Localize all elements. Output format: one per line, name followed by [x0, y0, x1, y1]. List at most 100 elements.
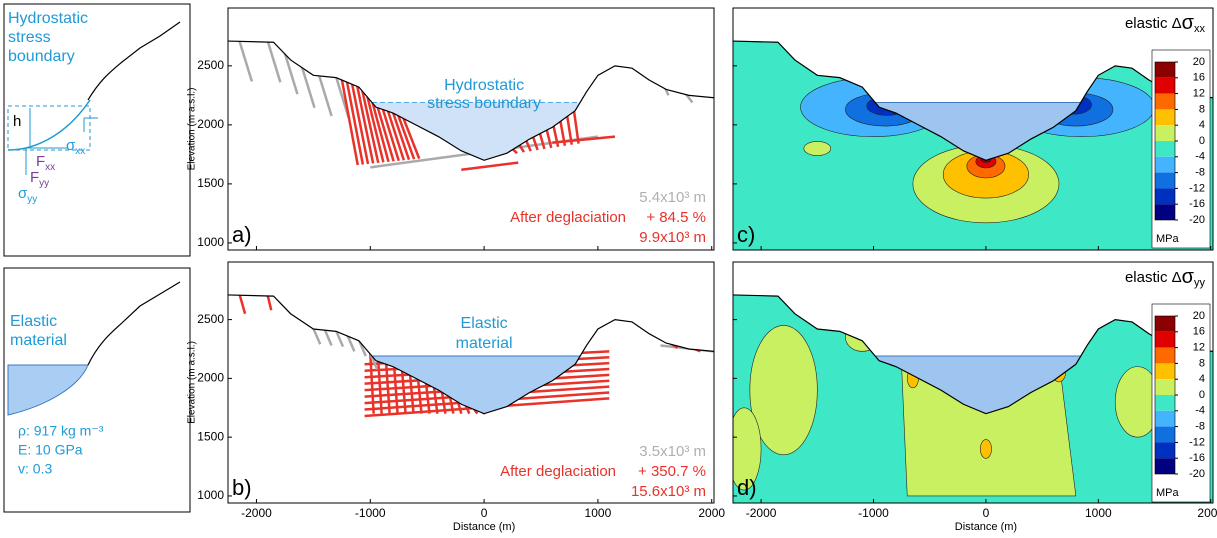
- colorbar-swatch: [1155, 442, 1175, 459]
- y-tick-label: 2500: [197, 58, 224, 72]
- colorbar-unit: MPa: [1156, 233, 1180, 245]
- colorbar-swatch: [1155, 204, 1175, 220]
- fracture: [396, 114, 416, 160]
- fracture-change: + 84.5 %: [646, 209, 706, 226]
- y-tick-label: 1000: [197, 235, 224, 249]
- f-yy: Fyy: [30, 169, 49, 189]
- colorbar-swatch: [1155, 363, 1175, 380]
- contour-region: [749, 325, 818, 456]
- profile: [732, 40, 1214, 161]
- x-tick-label: -2000: [746, 506, 777, 520]
- fracture: [300, 66, 316, 109]
- contour-region: [733, 407, 762, 491]
- colorbar-tick-label: 0: [1199, 389, 1205, 401]
- fracture-change: + 350.7 %: [638, 463, 706, 480]
- fracture: [334, 330, 345, 348]
- profile: [732, 294, 1214, 415]
- slope: [87, 281, 181, 366]
- y-tick-label: 2000: [197, 371, 224, 385]
- schematic-bottom: Elastic material ρ: 917 kg m⁻³ E: 10 GPa…: [3, 267, 191, 513]
- schematic-frame: [3, 267, 191, 513]
- fracture: [392, 366, 399, 414]
- panel-d: -2000 -1000 0 1000 2000 Distance (m) d) elastic…: [732, 261, 1217, 533]
- fracture: [381, 108, 400, 162]
- x-axis-label: Distance (m): [453, 521, 515, 533]
- colorbar-tick-label: -8: [1195, 167, 1205, 179]
- fracture-length-after: 9.9x10³ m: [639, 229, 706, 246]
- panel-title: elastic Δσxx: [1125, 12, 1206, 35]
- fracture: [340, 79, 359, 166]
- fracture: [559, 120, 567, 146]
- fracture: [361, 90, 380, 164]
- fracture: [355, 85, 375, 164]
- frame: [732, 261, 1214, 504]
- x-tick-label: 1000: [585, 506, 612, 520]
- panel-b: -2000 -1000 0 1000 2000 1000 1500 2000 2500 Dista…: [187, 261, 725, 533]
- deglaciation-label: After deglaciation: [510, 209, 626, 226]
- colorbar-tick-label: -8: [1195, 421, 1205, 433]
- colorbar-swatch: [1155, 316, 1175, 332]
- y-axis-label: Elevation (m a.s.l.): [187, 88, 198, 171]
- fracture: [448, 396, 455, 414]
- deglaciation-label: After deglaciation: [500, 463, 616, 480]
- colorbar-tick-label: -20: [1189, 214, 1205, 226]
- colorbar-tick-label: 12: [1193, 88, 1205, 100]
- colorbar-tick-label: -16: [1189, 198, 1205, 210]
- fracture: [552, 125, 560, 148]
- fracture: [376, 106, 395, 162]
- y-axis-label: Elevation (m a.s.l.): [187, 341, 198, 424]
- sigma-yy: σyy: [18, 185, 37, 205]
- colorbar-tick-label: 4: [1199, 373, 1205, 385]
- colorbar-tick-label: 8: [1199, 357, 1205, 369]
- colorbar-tick-label: 16: [1193, 72, 1205, 84]
- colorbar-swatch: [1155, 62, 1175, 78]
- fracture: [350, 83, 370, 165]
- colorbar-swatch: [1155, 109, 1175, 126]
- ice: [875, 102, 1081, 161]
- x-tick-label: -2000: [241, 506, 272, 520]
- x-tick-label: 0: [481, 506, 488, 520]
- colorbar-tick-label: 4: [1199, 119, 1205, 131]
- fracture: [238, 41, 254, 82]
- boundary-curve: [7, 99, 91, 151]
- colorbar-tick-label: -20: [1189, 468, 1205, 480]
- ice: [371, 356, 581, 414]
- colorbar-swatch: [1155, 426, 1175, 443]
- contour-region: [845, 322, 880, 352]
- colorbar-tick-label: -12: [1189, 182, 1205, 194]
- x-tick-label: -1000: [355, 506, 386, 520]
- ice-label: Elastic: [461, 315, 508, 332]
- x-tick-label: 2000: [698, 506, 725, 520]
- fracture: [371, 102, 390, 163]
- colorbar-swatch: [1155, 379, 1175, 395]
- fracture: [266, 41, 282, 83]
- fracture: [545, 129, 553, 149]
- colorbar-swatch: [1155, 156, 1175, 173]
- fracture: [402, 117, 421, 160]
- colorbar-swatch: [1155, 125, 1175, 141]
- fracture: [323, 329, 333, 346]
- y-tick-label: 1000: [197, 488, 224, 502]
- fracture: [552, 135, 616, 144]
- y-tick-label: 2000: [197, 117, 224, 131]
- fracture: [456, 401, 463, 414]
- schematic-title: material: [10, 332, 67, 349]
- fracture: [312, 327, 322, 345]
- x-tick-label: 1000: [1085, 506, 1112, 520]
- colorbar-swatch: [1155, 93, 1175, 110]
- ice-label: Hydrostatic: [444, 77, 524, 94]
- fracture: [432, 387, 439, 414]
- x-tick-label: -1000: [858, 506, 889, 520]
- slope: [87, 21, 181, 101]
- panel-c: c) elastic Δσxx 20 16 12 8 4 0 -4 -8 -12 -16 -20 MPa: [732, 7, 1214, 251]
- x-tick-label: 0: [983, 506, 990, 520]
- panel-label: a): [232, 222, 252, 247]
- ground: [238, 41, 694, 171]
- colorbar-swatch: [1155, 331, 1175, 348]
- colorbar-tick-label: 0: [1199, 135, 1205, 147]
- ice-label: stress boundary: [427, 95, 541, 112]
- fracture: [400, 370, 407, 414]
- h-label: h: [13, 113, 21, 130]
- colorbar-tick-label: 16: [1193, 326, 1205, 338]
